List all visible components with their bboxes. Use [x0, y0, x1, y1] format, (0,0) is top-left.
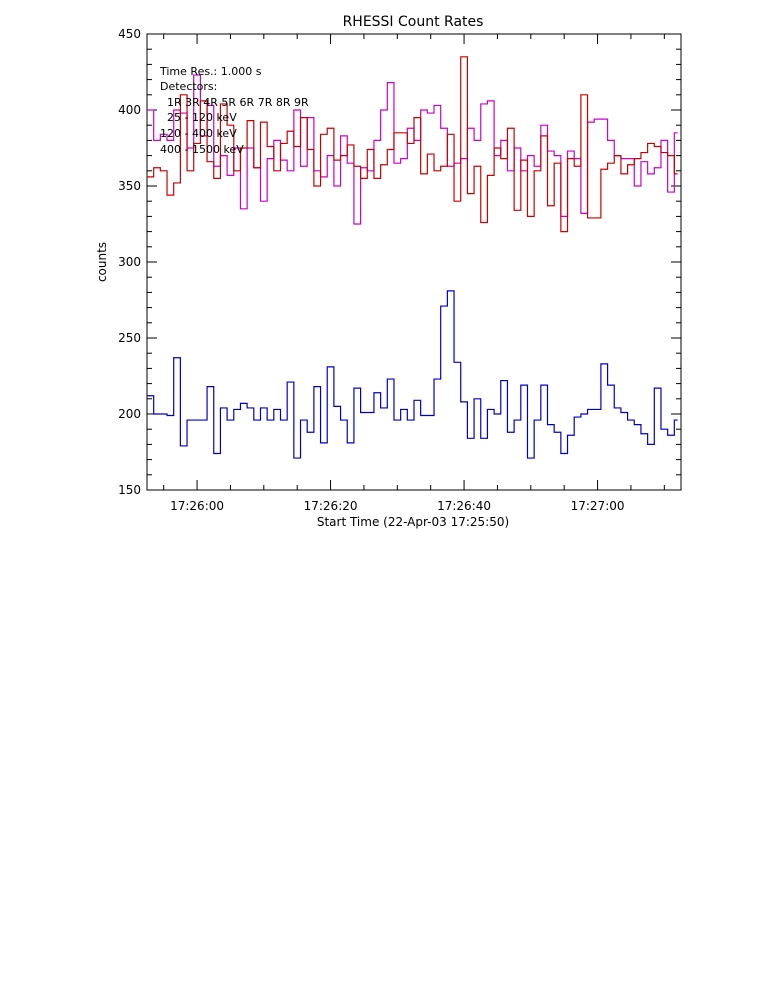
- x-axis: 17:26:00 17:26:20 17:26:40 17:27:00: [163, 34, 665, 513]
- series-layer: [147, 56, 678, 459]
- legend-detectors-label: Detectors:: [160, 80, 217, 93]
- chart-title: RHESSI Count Rates: [343, 14, 484, 30]
- y-tick-label: 250: [118, 331, 141, 345]
- y-tick-label: 150: [118, 483, 141, 497]
- y-axis: 150 200 250 300 350 400 450: [118, 27, 681, 497]
- legend-series-120-400: 120 - 400 keV: [160, 127, 237, 140]
- y-tick-label: 400: [118, 103, 141, 117]
- x-axis-label: Start Time (22-Apr-03 17:25:50): [317, 515, 509, 529]
- x-tick-label: 17:26:20: [304, 499, 358, 513]
- y-axis-label: counts: [95, 242, 109, 282]
- legend: Time Res.: 1.000 s Detectors: 1R 3R 4R 5…: [159, 65, 309, 156]
- y-tick-label: 200: [118, 407, 141, 421]
- x-tick-label: 17:27:00: [571, 499, 625, 513]
- y-tick-label: 350: [118, 179, 141, 193]
- series-line-1: [147, 74, 678, 225]
- x-tick-label: 17:26:40: [437, 499, 491, 513]
- y-tick-label: 300: [118, 255, 141, 269]
- legend-time-res: Time Res.: 1.000 s: [159, 65, 262, 78]
- x-tick-label: 17:26:00: [170, 499, 224, 513]
- legend-series-25-120: 25 - 120 keV: [167, 111, 237, 124]
- series-line-0: [147, 290, 678, 459]
- series-line-2: [147, 56, 678, 233]
- legend-detectors: 1R 3R 4R 5R 6R 7R 8R 9R: [167, 96, 309, 109]
- y-tick-label: 450: [118, 27, 141, 41]
- legend-series-400-1500: 400 - 1500 keV: [160, 143, 244, 156]
